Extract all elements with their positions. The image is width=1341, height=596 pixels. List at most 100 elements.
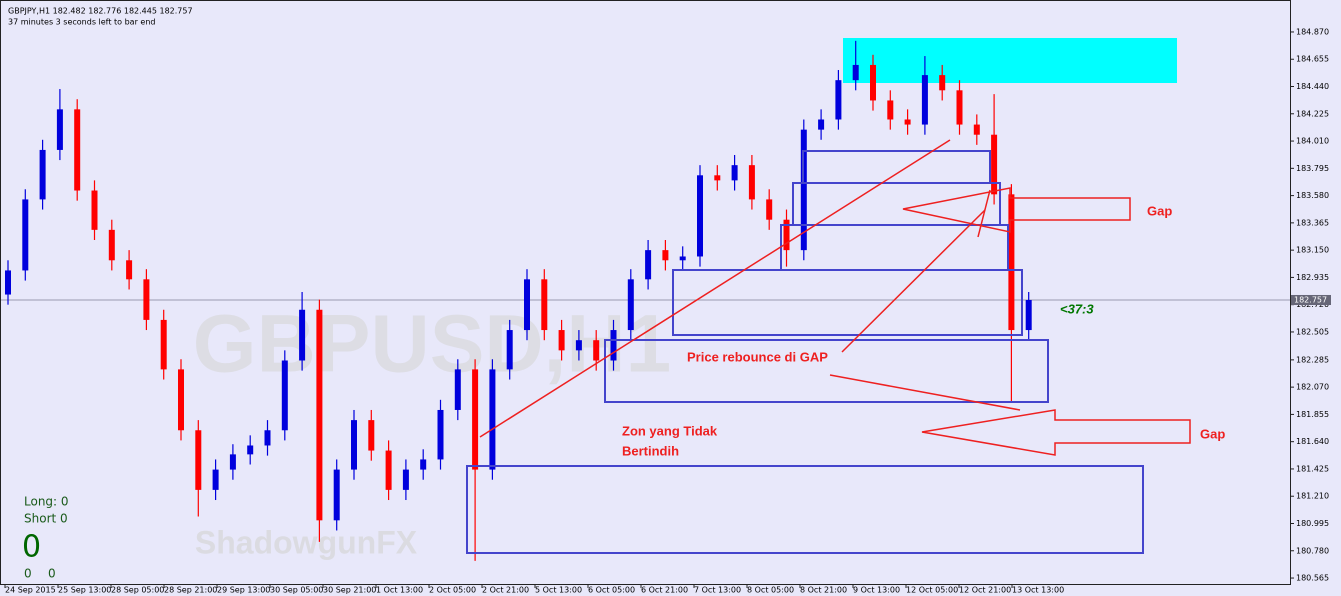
candle-body [74, 109, 81, 191]
x-tick-label: 12 Oct 05:00 [906, 586, 958, 595]
annotation: Price rebounce di GAP [687, 349, 828, 364]
bid-label: 182.757 [1294, 295, 1327, 304]
y-tick-label: 181.210 [1296, 492, 1329, 501]
candle-body [610, 330, 617, 361]
total-count: 0 [22, 530, 41, 565]
annotation: Zon yang Tidak [622, 423, 718, 438]
watermark: GBPUSD,H1 [193, 299, 671, 390]
candle-body [437, 409, 444, 460]
y-tick-label: 184.440 [1296, 82, 1329, 91]
timer: 37 minutes 3 seconds left to bar end [8, 18, 155, 27]
candle-body [247, 445, 254, 455]
y-tick-label: 181.640 [1296, 437, 1329, 446]
candle-body [368, 420, 375, 451]
candle-body [195, 430, 202, 490]
candle-body [783, 219, 790, 251]
candle-body [904, 119, 911, 125]
candle-body [281, 360, 288, 431]
x-tick-label: 1 Oct 13:00 [376, 586, 423, 595]
candle-body [748, 165, 755, 200]
candle-body [541, 279, 548, 331]
x-tick-label: 12 Oct 21:00 [959, 586, 1011, 595]
x-tick-label: 28 Sep 05:00 [111, 586, 164, 595]
y-tick-label: 180.565 [1296, 574, 1329, 583]
candle-body [316, 309, 323, 521]
candle-body [1008, 194, 1015, 331]
candle-body [420, 459, 427, 470]
candle-body [351, 420, 357, 470]
zone-boxes [466, 150, 1144, 554]
y-tick-label: 182.285 [1296, 355, 1329, 364]
arrow-line [829, 374, 1021, 411]
candle-body [956, 90, 963, 125]
long-count: Long: 0 [24, 495, 69, 509]
x-tick-label: 2 Oct 21:00 [482, 586, 529, 595]
candle-body [575, 340, 582, 351]
y-tick-label: 184.870 [1296, 27, 1329, 36]
x-tick-label: 13 Oct 13:00 [1012, 586, 1064, 595]
gap-arrow [902, 187, 1131, 233]
annotation: Gap [1147, 203, 1172, 218]
candle-body [385, 450, 392, 490]
y-tick-label: 183.150 [1296, 246, 1329, 255]
candle-body [212, 469, 219, 490]
x-tick-label: 24 Sep 2015 [5, 586, 56, 595]
candle-body [714, 175, 721, 181]
candle-body [264, 430, 271, 446]
candle-body [56, 109, 63, 150]
candle-body [593, 340, 600, 361]
candle-body [973, 124, 980, 135]
x-tick-label: 2 Oct 05:00 [429, 586, 476, 595]
candle-body [333, 469, 340, 521]
bottom-count: 0 [48, 567, 56, 581]
candle-body [454, 369, 461, 410]
zone-box [466, 465, 1144, 554]
y-tick-label: 180.995 [1296, 519, 1329, 528]
candle-body [299, 309, 306, 361]
zone-box [604, 339, 1049, 403]
candle-body [852, 64, 859, 81]
symbol-header: GBPJPY,H1 182.482 182.776 182.445 182.75… [8, 7, 193, 16]
x-tick-label: 29 Sep 13:00 [217, 586, 270, 595]
x-tick-label: 5 Oct 13:00 [535, 586, 582, 595]
candle-body [524, 279, 530, 331]
annotation: Gap [1200, 426, 1225, 441]
candle-body [402, 469, 409, 490]
candle-body [662, 250, 669, 261]
candle-body [1025, 299, 1032, 331]
annotation-lines [479, 139, 1191, 456]
x-tick-label: 30 Sep 05:00 [270, 586, 323, 595]
y-tick-label: 184.225 [1296, 109, 1329, 118]
y-tick-label: 183.365 [1296, 218, 1329, 227]
y-tick-label: 182.505 [1296, 327, 1329, 336]
x-tick-label: 9 Oct 13:00 [853, 586, 900, 595]
x-tick-label: 30 Sep 21:00 [323, 586, 376, 595]
candle-body [645, 250, 652, 280]
x-tick-label: 8 Oct 21:00 [800, 586, 847, 595]
candle-body [731, 165, 738, 181]
candle-body [178, 369, 184, 431]
short-count: Short 0 [24, 512, 68, 526]
candle-body [991, 134, 998, 195]
x-tick-label: 28 Sep 21:00 [164, 586, 217, 595]
candle-body [91, 190, 98, 230]
arrow-line [977, 189, 991, 238]
candle-body [818, 119, 825, 130]
zone-box [672, 269, 1023, 336]
y-tick-label: 180.780 [1296, 546, 1329, 555]
candle-body [126, 260, 133, 280]
x-tick-label: 25 Sep 13:00 [58, 586, 111, 595]
candle-body [627, 279, 634, 331]
candle-body [489, 369, 496, 470]
watermark: ShadowgunFX [195, 524, 418, 560]
candle-body [558, 330, 565, 351]
x-tick-label: 6 Oct 05:00 [588, 586, 635, 595]
x-tick-label: 6 Oct 21:00 [641, 586, 688, 595]
candle-body [143, 279, 150, 320]
gap-arrow [921, 409, 1191, 456]
y-tick-label: 182.935 [1296, 273, 1329, 282]
y-tick-label: 184.655 [1296, 55, 1329, 64]
candle-body [472, 369, 479, 470]
